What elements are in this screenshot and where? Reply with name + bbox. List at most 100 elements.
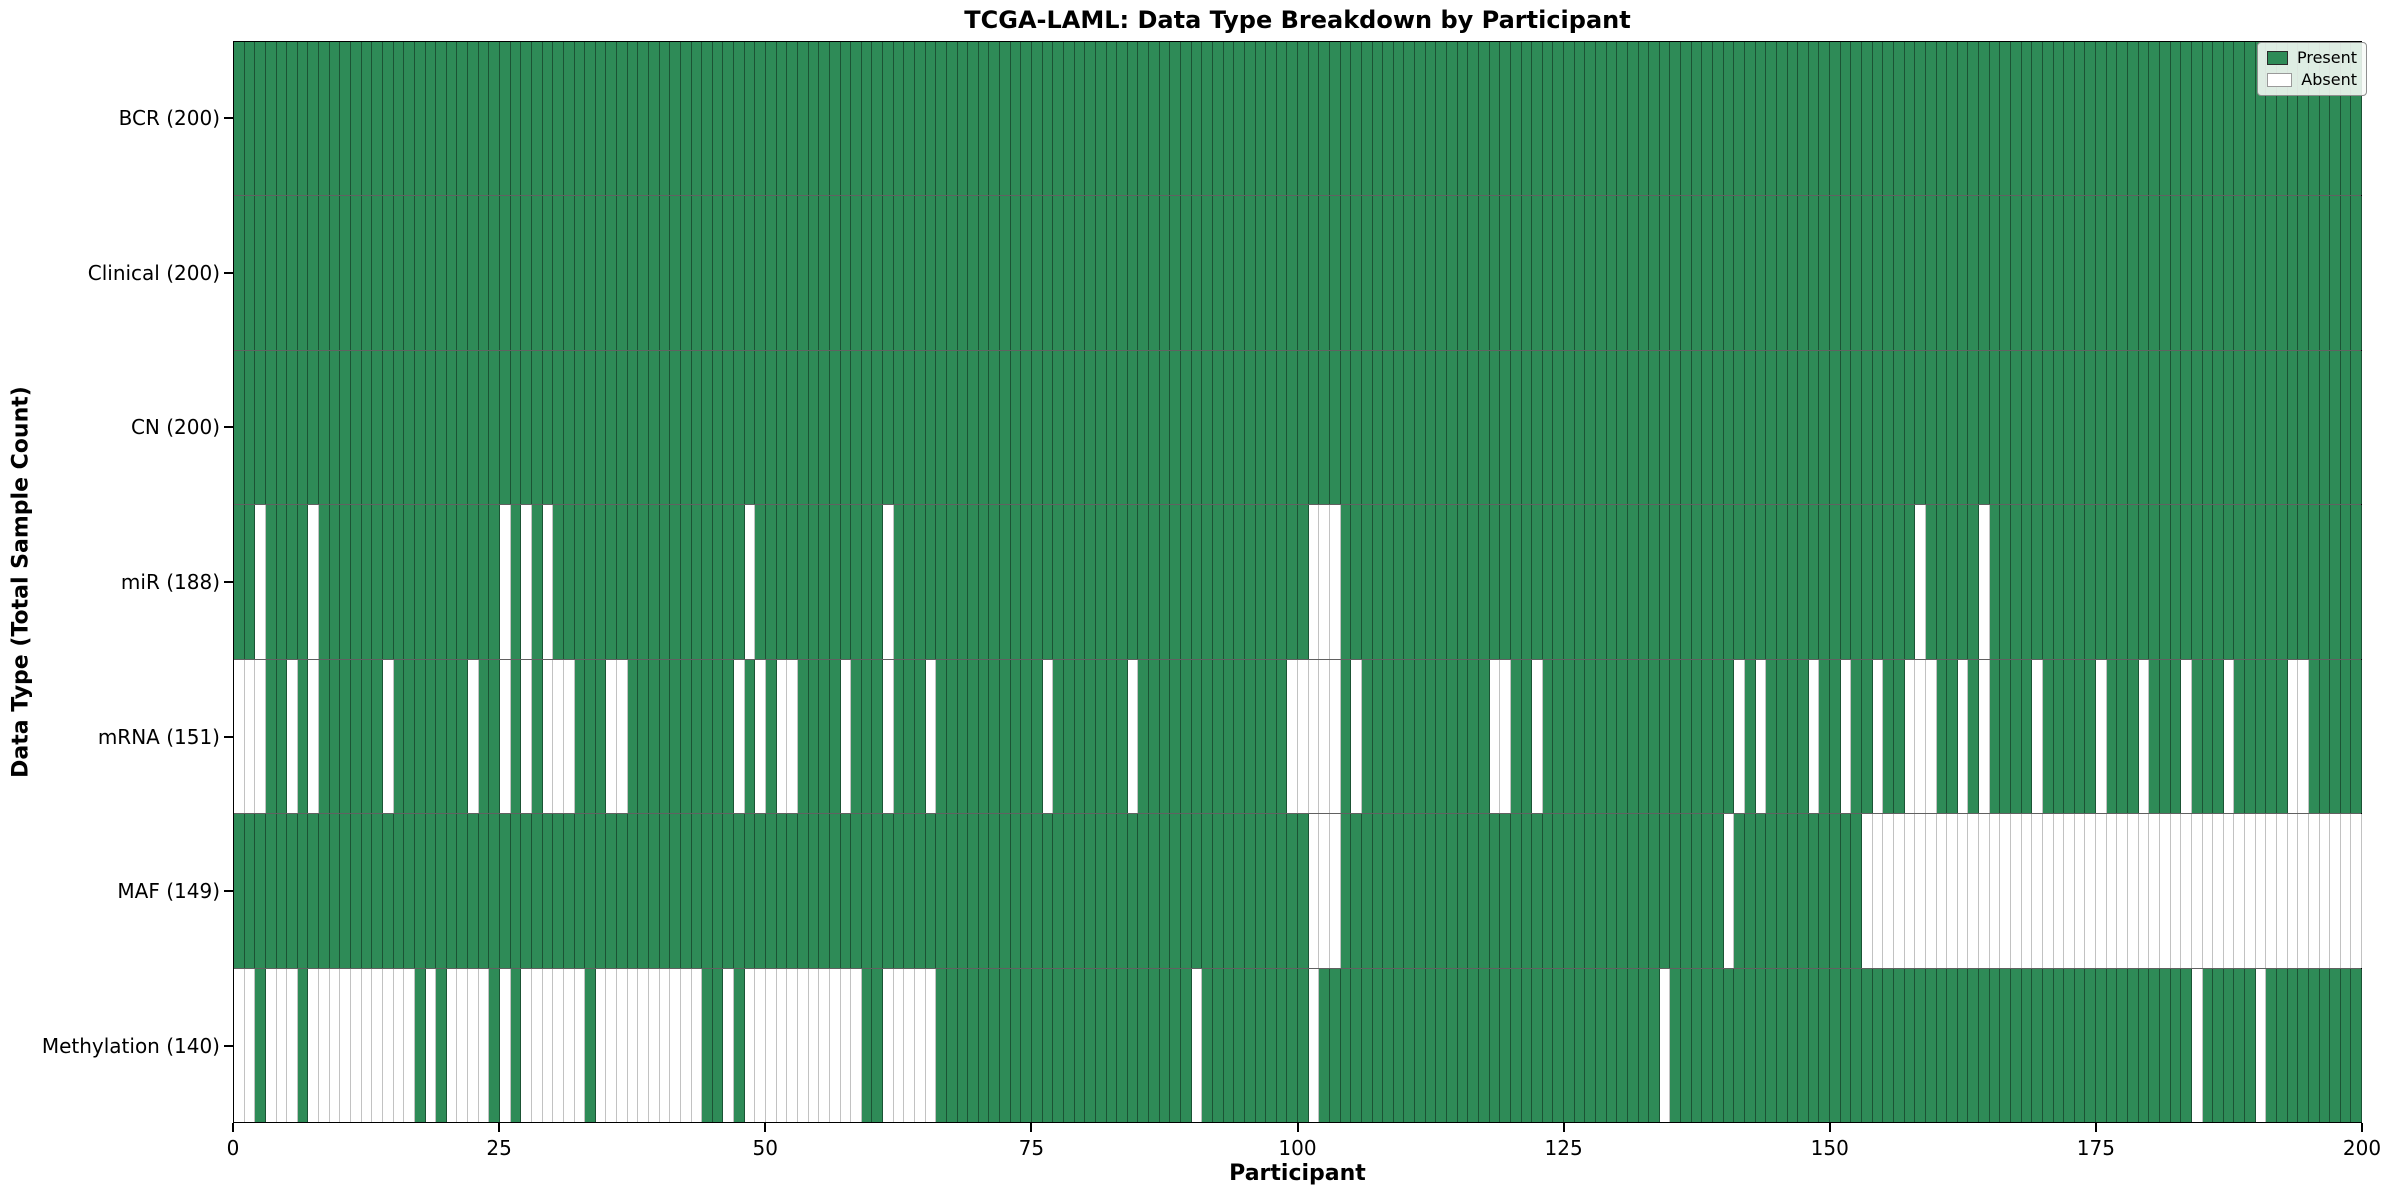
heatmap-cell (957, 505, 969, 659)
heatmap-cell (1957, 42, 1969, 196)
heatmap-cell (1638, 659, 1650, 814)
heatmap-cell (1042, 42, 1054, 196)
heatmap-cell (680, 659, 692, 814)
heatmap-cell (1372, 196, 1384, 350)
heatmap-cell (1627, 968, 1639, 1122)
heatmap-cell (1042, 814, 1054, 968)
heatmap-cell (872, 968, 884, 1122)
legend-present-label: Present (2296, 48, 2357, 67)
heatmap-cell (489, 42, 501, 196)
heatmap-cell (872, 196, 884, 350)
heatmap-cell (1617, 968, 1628, 1122)
heatmap-cell (308, 505, 320, 659)
heatmap-cell (542, 505, 554, 659)
heatmap-cell (851, 196, 862, 350)
heatmap-cell (2010, 42, 2022, 196)
heatmap-cell (1713, 42, 1724, 196)
heatmap-cell (287, 659, 298, 814)
heatmap-cell (1723, 814, 1735, 968)
heatmap-cell (425, 196, 437, 350)
heatmap-cell (2330, 42, 2341, 196)
heatmap-cell (1138, 505, 1150, 659)
heatmap-cell (234, 350, 245, 505)
heatmap-cell (372, 968, 383, 1122)
heatmap-cell (1393, 968, 1405, 1122)
heatmap-cell (1457, 196, 1469, 350)
heatmap-cell (1830, 350, 1841, 505)
heatmap-cell (1947, 659, 1958, 814)
heatmap-cell (1989, 968, 2001, 1122)
heatmap-cell (1925, 968, 1937, 1122)
heatmap-cell (1649, 196, 1660, 350)
heatmap-cell (1564, 42, 1575, 196)
heatmap-cell (1776, 659, 1788, 814)
heatmap-cell (840, 968, 852, 1122)
heatmap-cell (1542, 814, 1554, 968)
heatmap-cell (2308, 659, 2320, 814)
heatmap-cell (2138, 196, 2150, 350)
heatmap-cell (829, 505, 841, 659)
heatmap-cell (1010, 968, 1022, 1122)
heatmap-cell (1287, 42, 1299, 196)
heatmap-cell (329, 659, 341, 814)
heatmap-cell (1478, 814, 1490, 968)
heatmap-cell (2117, 42, 2129, 196)
heatmap-cell (819, 505, 830, 659)
heatmap-cell (1053, 968, 1064, 1122)
heatmap-cell (1393, 659, 1405, 814)
heatmap-cell (840, 659, 852, 814)
heatmap-cell (872, 659, 884, 814)
heatmap-cell (1372, 42, 1384, 196)
heatmap-cell (2234, 196, 2246, 350)
heatmap-cell (670, 505, 681, 659)
heatmap-cell (308, 196, 320, 350)
heatmap-cell (1947, 42, 1958, 196)
heatmap-cell (1893, 505, 1905, 659)
heatmap-cell (1063, 350, 1075, 505)
heatmap-cell (1510, 350, 1522, 505)
heatmap-cell (1819, 968, 1831, 1122)
heatmap-cell (1457, 814, 1469, 968)
heatmap-cell (2277, 196, 2288, 350)
heatmap-cell (1553, 350, 1565, 505)
heatmap-cell (1276, 42, 1288, 196)
heatmap-cell (648, 196, 660, 350)
heatmap-cell (1138, 42, 1150, 196)
heatmap-cell (2223, 505, 2235, 659)
heatmap-cell (978, 814, 990, 968)
heatmap-cell (1702, 968, 1714, 1122)
heatmap-cell (287, 505, 298, 659)
heatmap-cell (957, 350, 969, 505)
heatmap-cell (478, 968, 490, 1122)
heatmap-cell (510, 505, 522, 659)
heatmap-cell (2117, 350, 2129, 505)
heatmap-cell (1979, 42, 1990, 196)
heatmap-cell (1063, 659, 1075, 814)
heatmap-cell (1308, 814, 1320, 968)
heatmap-cell (670, 350, 681, 505)
heatmap-cell (723, 814, 735, 968)
heatmap-cell (1819, 196, 1831, 350)
heatmap-cell (2064, 505, 2075, 659)
heatmap-cell (436, 814, 447, 968)
heatmap-cell (638, 505, 649, 659)
heatmap-cell (2021, 505, 2033, 659)
heatmap-cell (1489, 659, 1501, 814)
heatmap-cell (1691, 814, 1703, 968)
heatmap-cell (585, 196, 596, 350)
heatmap-cell (1340, 505, 1352, 659)
heatmap-cell (404, 505, 415, 659)
heatmap-cell (2202, 505, 2214, 659)
heatmap-cell (1574, 196, 1586, 350)
heatmap-cell (1968, 196, 1980, 350)
heatmap-cell (893, 505, 905, 659)
heatmap-cell (1947, 505, 1958, 659)
heatmap-cell (1319, 196, 1330, 350)
heatmap-cell (1830, 968, 1841, 1122)
heatmap-cell (425, 350, 437, 505)
heatmap-cell (1159, 350, 1171, 505)
heatmap-cell (1872, 196, 1884, 350)
heatmap-cell (702, 505, 713, 659)
heatmap-cell (2191, 968, 2203, 1122)
heatmap-cell (2106, 968, 2118, 1122)
